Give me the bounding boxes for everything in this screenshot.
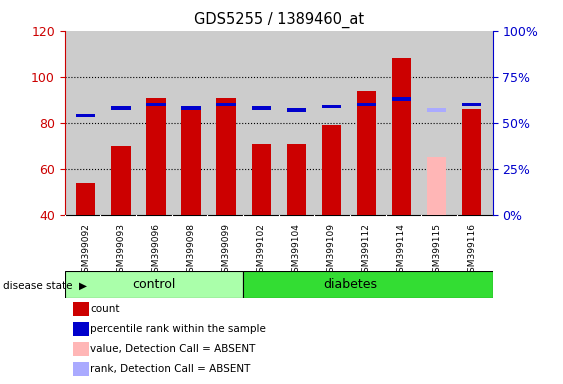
Bar [76, 114, 96, 117]
Bar [111, 146, 131, 215]
Bar [216, 98, 236, 215]
Bar [462, 109, 481, 215]
Bar [357, 91, 376, 215]
Bar [462, 103, 481, 106]
Text: rank, Detection Call = ABSENT: rank, Detection Call = ABSENT [90, 364, 251, 374]
Bar [287, 144, 306, 215]
Bar [427, 157, 446, 215]
Bar [181, 107, 200, 215]
Bar [76, 183, 96, 215]
Title: GDS5255 / 1389460_at: GDS5255 / 1389460_at [194, 12, 364, 28]
Bar [321, 125, 341, 215]
Bar [146, 103, 166, 106]
Bar [146, 98, 166, 215]
Bar [252, 144, 271, 215]
Bar [216, 103, 236, 106]
Bar [392, 97, 411, 101]
Bar [111, 106, 131, 110]
Bar [321, 104, 341, 108]
Bar [181, 106, 200, 110]
FancyBboxPatch shape [243, 271, 493, 298]
Text: percentile rank within the sample: percentile rank within the sample [90, 324, 266, 334]
Bar [392, 58, 411, 215]
Bar [427, 108, 446, 112]
Text: count: count [90, 304, 119, 314]
Text: value, Detection Call = ABSENT: value, Detection Call = ABSENT [90, 344, 256, 354]
Bar [357, 103, 376, 106]
FancyBboxPatch shape [65, 271, 243, 298]
Text: diabetes: diabetes [323, 278, 377, 291]
Bar [252, 106, 271, 110]
Bar [287, 108, 306, 112]
Text: disease state  ▶: disease state ▶ [3, 281, 87, 291]
Text: control: control [132, 278, 176, 291]
